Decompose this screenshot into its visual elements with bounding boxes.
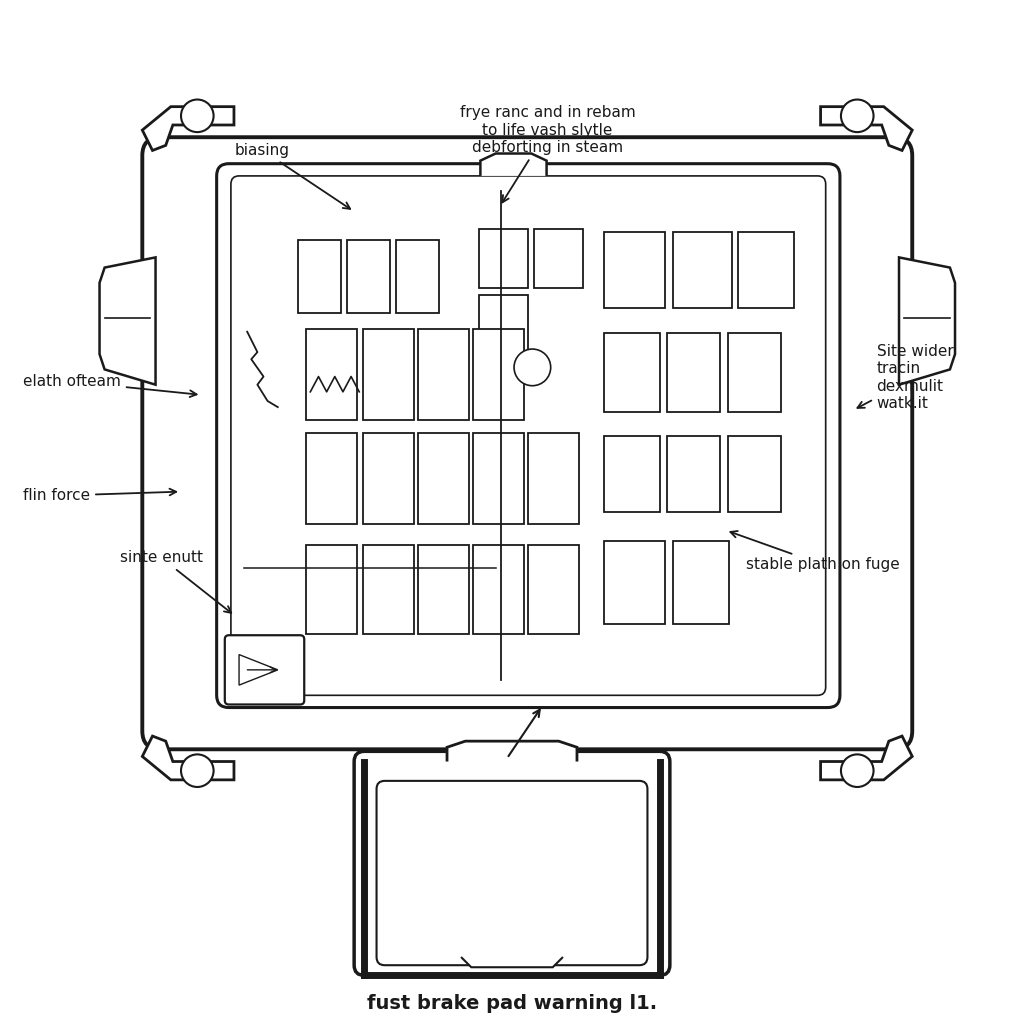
FancyBboxPatch shape [217, 164, 840, 708]
Bar [364, 432, 415, 524]
Bar [728, 333, 781, 413]
Bar [673, 541, 729, 624]
Bar [604, 333, 659, 413]
Bar [306, 432, 357, 524]
Text: Site wider
tracin
dexmulit
watk.it: Site wider tracin dexmulit watk.it [857, 344, 953, 412]
Bar [535, 229, 584, 288]
Bar [604, 435, 659, 512]
Polygon shape [820, 736, 912, 780]
Bar [298, 240, 341, 313]
Bar [418, 545, 469, 634]
Text: biasing: biasing [234, 143, 350, 209]
FancyBboxPatch shape [225, 635, 304, 705]
Bar [738, 231, 794, 308]
Polygon shape [461, 957, 563, 968]
Bar [673, 231, 732, 308]
Bar [479, 295, 528, 354]
Bar [473, 545, 524, 634]
Bar [528, 545, 580, 634]
Bar [306, 545, 357, 634]
Bar [728, 435, 781, 512]
Circle shape [841, 755, 873, 787]
Polygon shape [480, 154, 547, 176]
Polygon shape [142, 106, 233, 151]
Bar [528, 432, 580, 524]
Polygon shape [899, 257, 955, 385]
FancyBboxPatch shape [230, 176, 825, 695]
Circle shape [181, 755, 214, 787]
Bar [473, 329, 524, 420]
Bar [347, 240, 390, 313]
Bar [473, 432, 524, 524]
Circle shape [181, 99, 214, 132]
Bar [418, 432, 469, 524]
FancyBboxPatch shape [142, 137, 912, 750]
Bar [364, 329, 415, 420]
FancyBboxPatch shape [354, 752, 670, 976]
Bar [667, 435, 720, 512]
Polygon shape [447, 741, 577, 762]
Polygon shape [239, 654, 278, 685]
Bar [604, 541, 665, 624]
Text: frye ranc and in rebam
to life vash slytle
debforting in steam: frye ranc and in rebam to life vash slyt… [460, 105, 636, 203]
Text: elath ofteam: elath ofteam [24, 374, 197, 397]
Text: flin force: flin force [24, 488, 176, 503]
FancyBboxPatch shape [377, 781, 647, 966]
Text: stable plath on fuge: stable plath on fuge [730, 531, 900, 572]
Bar [306, 329, 357, 420]
Polygon shape [99, 257, 156, 385]
Bar [604, 231, 665, 308]
Polygon shape [820, 106, 912, 151]
Circle shape [841, 99, 873, 132]
Bar [479, 229, 528, 288]
Bar [418, 329, 469, 420]
Bar [364, 545, 415, 634]
Polygon shape [142, 736, 233, 780]
Text: sinte enutt: sinte enutt [120, 550, 231, 613]
Text: fust brake pad warning l1.: fust brake pad warning l1. [367, 994, 657, 1013]
Bar [396, 240, 438, 313]
Circle shape [514, 349, 551, 386]
Bar [667, 333, 720, 413]
